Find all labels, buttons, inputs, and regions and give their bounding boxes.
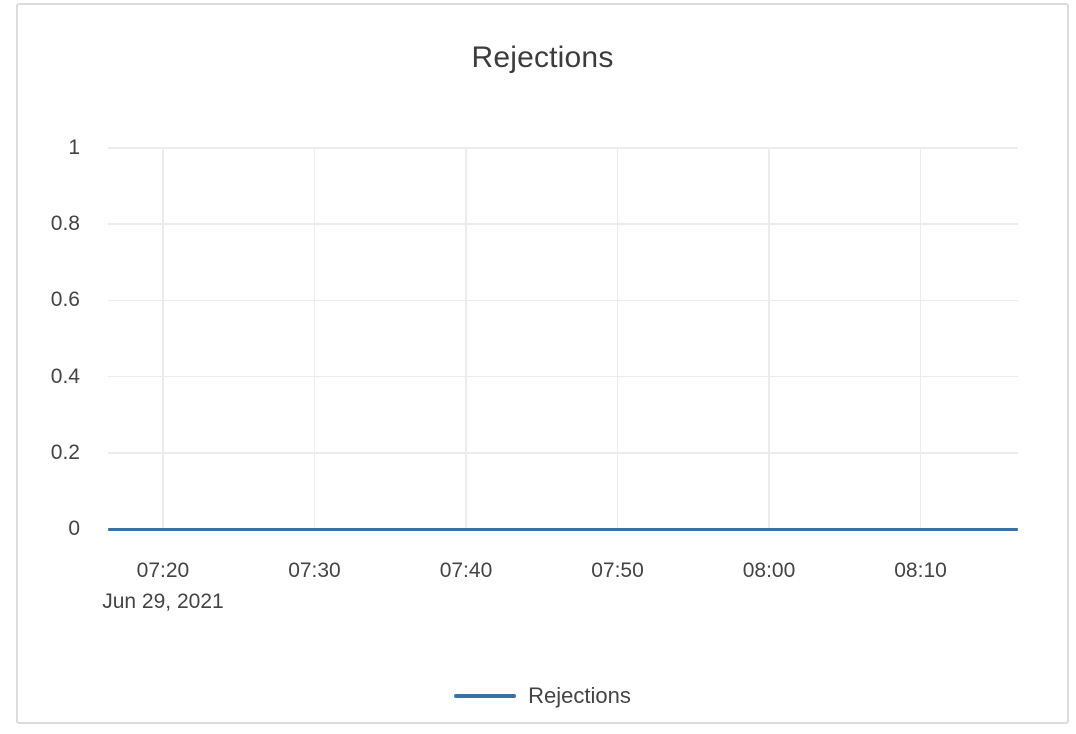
- y-tick-label: 0.2: [50, 440, 80, 464]
- y-tick-label: 0.8: [50, 212, 80, 236]
- series-line-rejections: [108, 527, 1018, 531]
- x-tick-label: 07:50: [591, 559, 644, 582]
- y-gridline: [108, 375, 1018, 378]
- x-gridline: [919, 148, 922, 529]
- x-gridline: [313, 148, 316, 529]
- legend-item-rejections[interactable]: Rejections: [454, 683, 631, 709]
- chart-card: Rejections 1 0.8 0.6 0.4 0.2 0 Jun 29, 2021 0…: [16, 3, 1069, 724]
- x-tick-label: 08:00: [742, 559, 796, 582]
- y-tick-label: 0.4: [50, 364, 80, 388]
- x-tick-label: 07:30: [288, 559, 341, 582]
- y-tick-label: 1: [68, 136, 80, 159]
- x-axis-date-label: Jun 29, 2021: [102, 590, 224, 613]
- y-gridline: [108, 299, 1018, 302]
- x-gridline: [616, 148, 619, 529]
- x-tick-label: 07:40: [439, 559, 493, 582]
- legend: Rejections: [18, 683, 1067, 709]
- x-tick-label: 08:10: [894, 559, 947, 582]
- y-tick-label: 0: [68, 517, 80, 540]
- x-gridline: [768, 148, 770, 529]
- legend-line-swatch-icon: [454, 694, 517, 698]
- x-gridline: [465, 148, 467, 529]
- y-tick-label: 0.6: [50, 288, 80, 312]
- legend-label: Rejections: [528, 683, 631, 708]
- plot-area: [108, 147, 1018, 531]
- y-gridline: [108, 223, 1018, 225]
- x-axis: Jun 29, 2021 07:20 07:30 07:40 07:50 08:00 08…: [102, 557, 1018, 627]
- x-tick-label: 07:20: [136, 559, 190, 582]
- chart-title: Rejections: [471, 41, 614, 74]
- y-axis: 1 0.8 0.6 0.4 0.2 0: [18, 136, 80, 540]
- y-gridline: [108, 452, 1018, 454]
- y-gridline: [108, 147, 1018, 149]
- x-gridline: [162, 148, 164, 529]
